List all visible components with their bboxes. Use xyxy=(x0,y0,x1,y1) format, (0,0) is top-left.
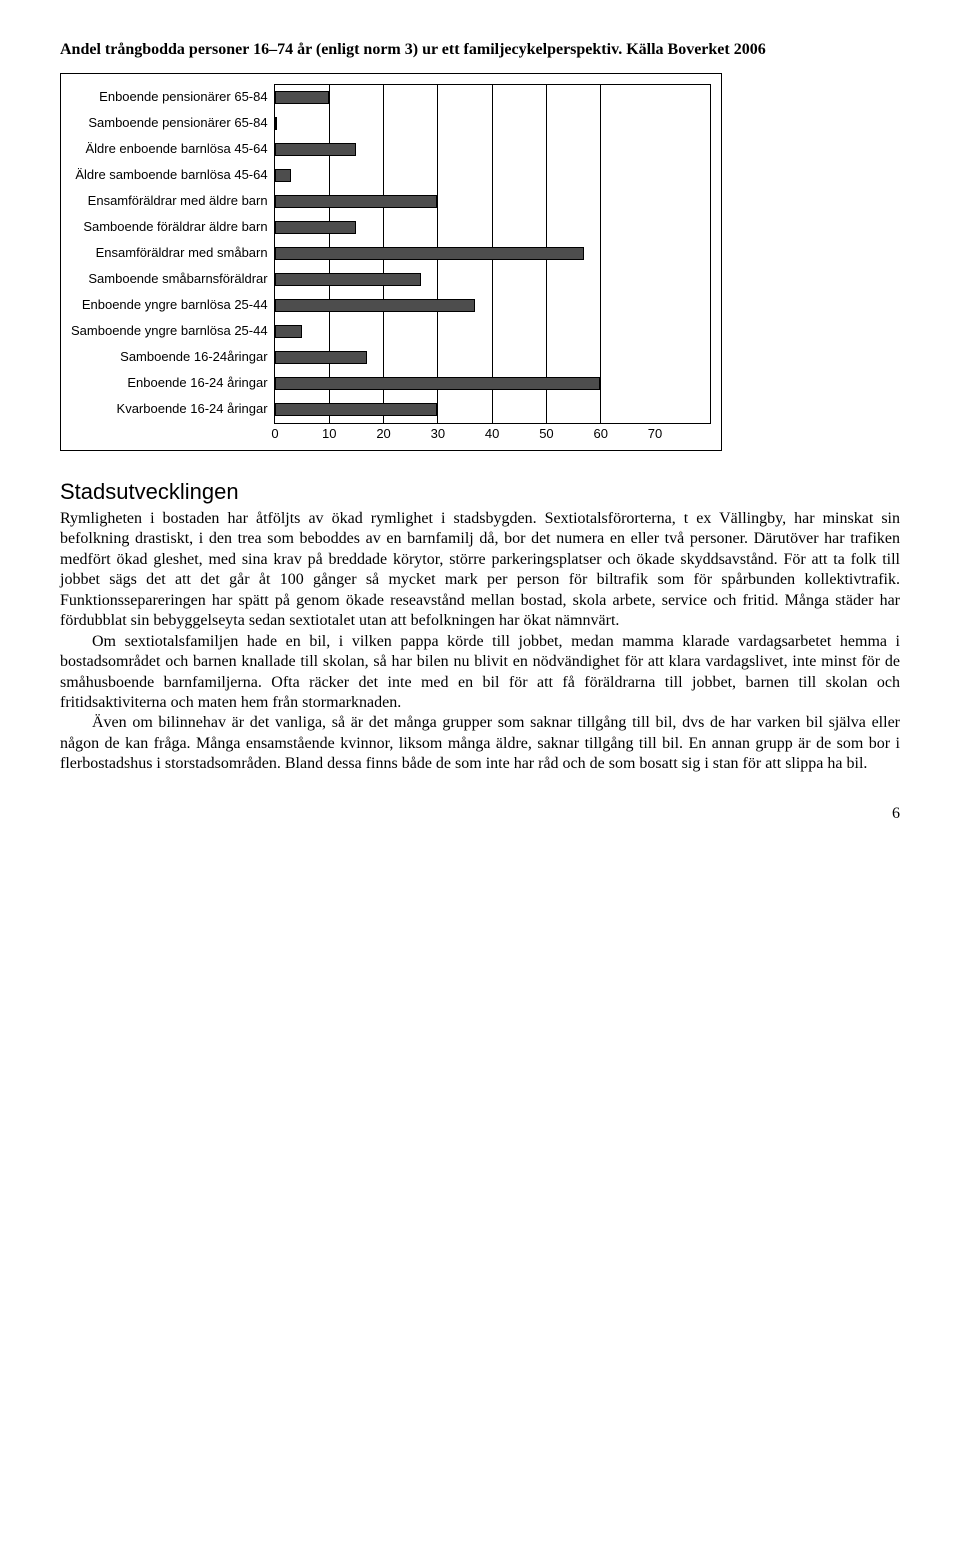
chart-y-label: Samboende småbarnsföräldrar xyxy=(71,266,268,292)
x-tick-label: 30 xyxy=(431,426,445,441)
chart-bar xyxy=(275,351,367,364)
chart-bar xyxy=(275,403,438,416)
chart-bar-row xyxy=(275,397,710,423)
chart-y-label: Samboende 16-24åringar xyxy=(71,344,268,370)
chart-x-ticks: 010203040506070 xyxy=(275,426,711,444)
paragraph: Rymligheten i bostaden har åtföljts av ö… xyxy=(60,509,900,632)
section-heading: Stadsutvecklingen xyxy=(60,479,900,505)
chart-bar xyxy=(275,221,356,234)
chart-bar-row xyxy=(275,137,710,163)
x-tick-label: 40 xyxy=(485,426,499,441)
chart-y-label: Äldre enboende barnlösa 45-64 xyxy=(71,136,268,162)
chart-y-label: Enboende 16-24 åringar xyxy=(71,370,268,396)
chart-y-label: Samboende pensionärer 65-84 xyxy=(71,110,268,136)
chart-y-label: Samboende yngre barnlösa 25-44 xyxy=(71,318,268,344)
body-text: Rymligheten i bostaden har åtföljts av ö… xyxy=(60,509,900,775)
chart-bar-row xyxy=(275,241,710,267)
chart-bar-row xyxy=(275,163,710,189)
chart-bar xyxy=(275,195,438,208)
chart-bar xyxy=(275,143,356,156)
chart-y-label: Ensamföräldrar med äldre barn xyxy=(71,188,268,214)
x-tick-label: 0 xyxy=(271,426,278,441)
chart-bar-row xyxy=(275,371,710,397)
chart-bar xyxy=(275,273,422,286)
chart-y-labels: Enboende pensionärer 65-84Samboende pens… xyxy=(71,84,274,424)
paragraph: Även om bilinnehav är det vanliga, så är… xyxy=(60,713,900,774)
chart-y-label: Kvarboende 16-24 åringar xyxy=(71,396,268,422)
chart-bar-row xyxy=(275,111,710,137)
chart-bar xyxy=(275,325,302,338)
chart-y-label: Samboende föräldrar äldre barn xyxy=(71,214,268,240)
chart-bar-row xyxy=(275,267,710,293)
chart-bar-row xyxy=(275,85,710,111)
chart-bars xyxy=(275,85,710,423)
chart-container: Enboende pensionärer 65-84Samboende pens… xyxy=(60,73,722,451)
chart-bar-row xyxy=(275,189,710,215)
chart-bar xyxy=(275,91,329,104)
chart-bar xyxy=(275,117,277,130)
chart-y-label: Äldre samboende barnlösa 45-64 xyxy=(71,162,268,188)
x-tick-label: 60 xyxy=(593,426,607,441)
x-tick-label: 50 xyxy=(539,426,553,441)
chart-bar xyxy=(275,247,584,260)
chart-plot-area xyxy=(274,84,711,424)
x-tick-label: 10 xyxy=(322,426,336,441)
chart-bar-row xyxy=(275,319,710,345)
chart-bar-row xyxy=(275,345,710,371)
chart-bar xyxy=(275,299,476,312)
document-title: Andel trångbodda personer 16–74 år (enli… xyxy=(60,40,900,61)
chart-y-label: Enboende pensionärer 65-84 xyxy=(71,84,268,110)
chart-bar xyxy=(275,169,291,182)
chart-bar xyxy=(275,377,601,390)
x-axis-spacer xyxy=(71,426,275,444)
page-number: 6 xyxy=(60,805,900,823)
chart-bar-row xyxy=(275,293,710,319)
x-tick-label: 70 xyxy=(648,426,662,441)
x-tick-label: 20 xyxy=(376,426,390,441)
paragraph: Om sextiotalsfamiljen hade en bil, i vil… xyxy=(60,632,900,714)
chart-bar-row xyxy=(275,215,710,241)
chart-y-label: Ensamföräldrar med småbarn xyxy=(71,240,268,266)
chart-y-label: Enboende yngre barnlösa 25-44 xyxy=(71,292,268,318)
